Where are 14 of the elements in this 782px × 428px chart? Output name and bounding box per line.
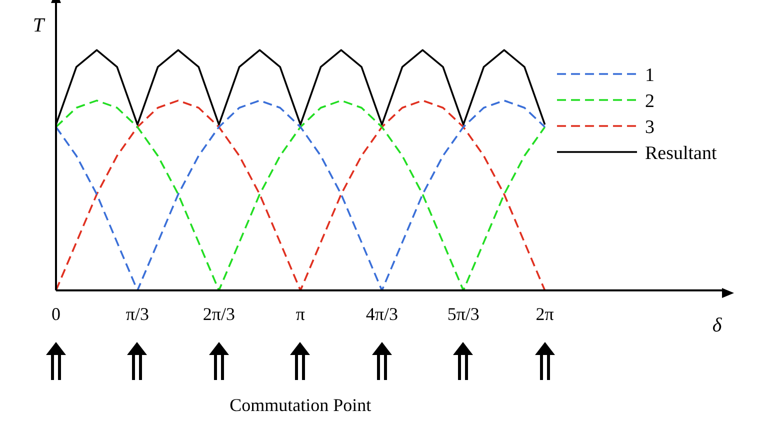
x-tick-label: 0 — [52, 304, 60, 324]
legend-label: 2 — [645, 90, 654, 112]
x-tick-label: 5π/3 — [447, 304, 480, 324]
x-tick-label: 4π/3 — [366, 304, 398, 324]
x-tick-label: π — [296, 304, 306, 324]
y-axis-title: T — [32, 14, 46, 36]
x-tick-label: 2π/3 — [202, 304, 235, 324]
x-axis-title: δ — [712, 314, 722, 337]
legend-label: 1 — [645, 64, 654, 86]
x-tick-label: 2π — [536, 304, 554, 324]
legend-label: Resultant — [645, 142, 718, 164]
x-tick-label: π/3 — [126, 304, 150, 324]
text: Commutation Point — [230, 395, 372, 416]
legend-label: 3 — [645, 116, 654, 138]
